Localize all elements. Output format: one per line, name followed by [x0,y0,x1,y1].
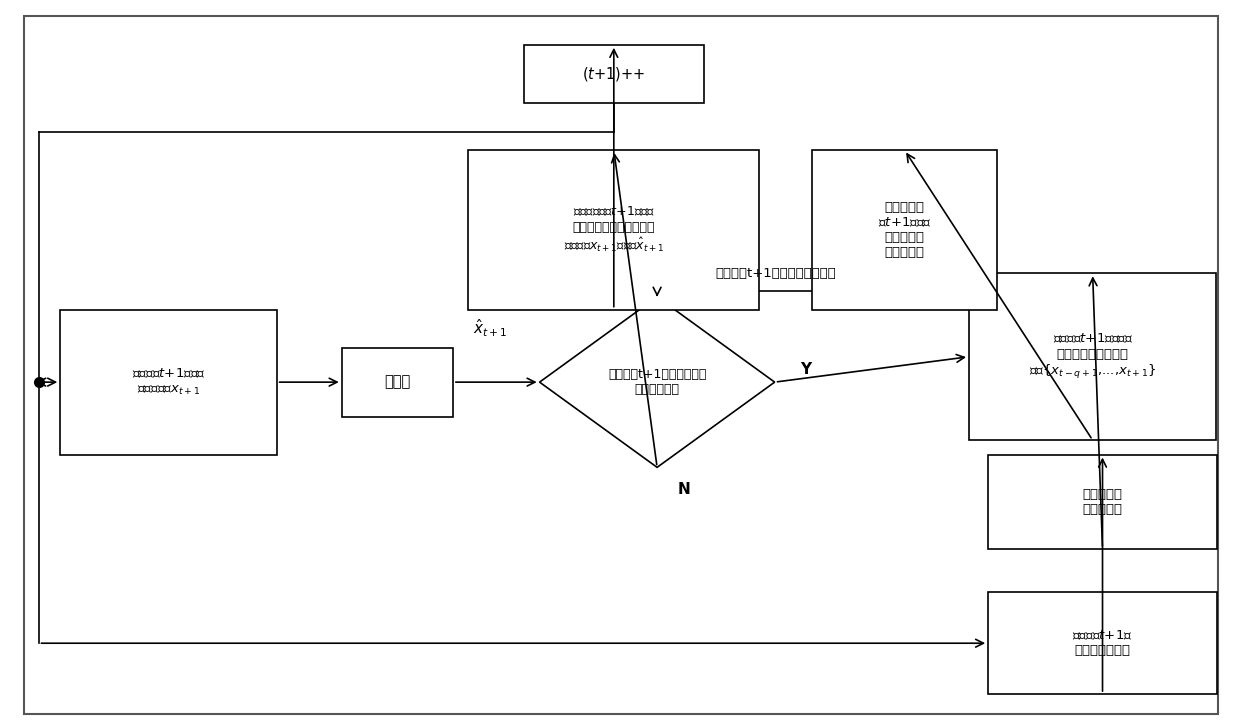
FancyBboxPatch shape [342,348,453,416]
Text: 当前时刻$t$+1下
的离线历史数据: 当前时刻$t$+1下 的离线历史数据 [1073,629,1132,657]
Text: Y: Y [800,362,811,376]
Text: 当前时刻$t$+1下的实
时观测数据$x_{t+1}$: 当前时刻$t$+1下的实 时观测数据$x_{t+1}$ [131,368,205,397]
Text: $\hat{x}_{t+1}$: $\hat{x}_{t+1}$ [472,317,507,339]
FancyBboxPatch shape [988,593,1216,694]
Text: 人工智能算
法实时训练: 人工智能算 法实时训练 [1083,488,1122,516]
Polygon shape [539,297,775,467]
FancyBboxPatch shape [812,150,997,309]
FancyBboxPatch shape [469,150,759,309]
Text: 标记当前时
刻$t$+1下的实
时观测数据
为故障数据: 标记当前时 刻$t$+1下的实 时观测数据 为故障数据 [878,201,931,259]
FancyBboxPatch shape [968,273,1216,440]
Text: 当前时刻$t$+1下正常历
史数据构成的参考数
据库{$x_{t-q+1}$,...,$x_{t+1}$}: 当前时刻$t$+1下正常历 史数据构成的参考数 据库{$x_{t-q+1}$,.… [1029,333,1157,381]
FancyBboxPatch shape [61,309,277,455]
Text: 更新当前时刻$t$+1下正常
历史数据构成的参考数据
库：移除$x_{t+1}$，添加$\hat{x}_{t+1}$: 更新当前时刻$t$+1下正常 历史数据构成的参考数据 库：移除$x_{t+1}$… [564,205,663,255]
Text: N: N [678,482,691,496]
Text: 当前时刻t+1下的故障判断法则: 当前时刻t+1下的故障判断法则 [715,267,836,280]
Text: 当前时刻t+1下的实时观测
数据是否故障: 当前时刻t+1下的实时观测 数据是否故障 [608,368,707,396]
FancyBboxPatch shape [988,455,1216,549]
Text: 预处理: 预处理 [384,375,410,389]
FancyBboxPatch shape [525,45,703,103]
Text: ($t$+1)++: ($t$+1)++ [582,65,646,83]
